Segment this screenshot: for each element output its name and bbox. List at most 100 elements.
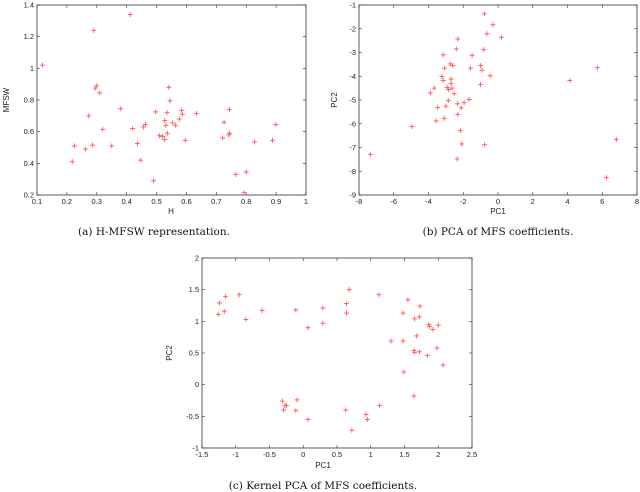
data-point [455, 36, 461, 42]
data-point [82, 146, 88, 152]
data-point [613, 136, 619, 142]
data-point [448, 80, 454, 86]
data-point [459, 141, 465, 147]
data-point [223, 294, 229, 300]
x-tick-label: -4 [425, 197, 432, 206]
data-point [487, 73, 493, 79]
y-tick-label: -6 [349, 119, 356, 128]
data-point [453, 46, 459, 52]
data-point [221, 308, 227, 314]
data-point [484, 31, 490, 37]
data-point [454, 156, 460, 162]
y-tick-label: -5 [349, 96, 356, 105]
data-point [179, 107, 185, 113]
data-point [409, 124, 415, 130]
data-point [400, 310, 406, 316]
data-point [162, 137, 168, 143]
data-point [215, 311, 221, 317]
y-tick-label: 0.4 [24, 159, 34, 168]
data-point [167, 98, 173, 104]
y-tick-label: 0.8 [24, 96, 34, 105]
data-point [367, 151, 373, 157]
x-tick-label: 0.5 [151, 197, 161, 206]
data-point [127, 12, 133, 17]
data-point [446, 87, 452, 93]
data-point [226, 107, 232, 112]
data-point [455, 111, 461, 117]
data-point [243, 316, 249, 322]
data-point [226, 132, 232, 138]
data-point [477, 82, 483, 88]
data-point [91, 27, 97, 33]
x-tick-label: 0.3 [92, 197, 102, 206]
y-tick-label: 0.5 [189, 349, 199, 358]
data-point [400, 338, 406, 344]
y-tick-label: -8 [349, 167, 356, 176]
data-point [377, 403, 383, 409]
data-point [447, 61, 453, 67]
data-point [138, 157, 144, 163]
plot-frame [201, 257, 473, 449]
data-point [412, 316, 418, 322]
data-point [97, 90, 103, 96]
data-point [142, 122, 148, 128]
data-point [173, 122, 179, 128]
data-point [320, 305, 326, 311]
x-tick-label: -1.5 [196, 450, 209, 459]
x-axis-label: H [168, 207, 174, 216]
data-point [166, 84, 172, 90]
data-point [259, 308, 265, 314]
data-point [343, 310, 349, 316]
data-point [567, 78, 573, 84]
data-point [441, 115, 447, 121]
data-point [405, 297, 411, 303]
x-tick-label: 2 [531, 197, 535, 206]
data-point [243, 169, 249, 175]
data-point [220, 135, 226, 141]
caption: (c) Kernel PCA of MFS coefficients. [229, 480, 417, 492]
data-point [440, 362, 446, 368]
data-point [466, 97, 472, 103]
data-point [416, 314, 422, 320]
x-tick-label: 0 [301, 450, 305, 459]
data-point [273, 122, 279, 128]
data-point [364, 417, 370, 422]
data-point [440, 78, 446, 84]
x-tick-label: 0.2 [62, 197, 72, 206]
data-point [86, 113, 92, 119]
data-point [451, 91, 457, 97]
data-point [457, 128, 463, 134]
data-point [320, 320, 326, 326]
y-tick-label: 0 [195, 380, 199, 389]
data-point [435, 322, 441, 328]
x-tick-label: 6 [600, 197, 604, 206]
data-point [469, 52, 475, 58]
x-tick-label: 1 [369, 450, 373, 459]
data-point [252, 139, 258, 145]
x-tick-label: 8 [635, 197, 639, 206]
data-point [412, 349, 418, 355]
x-tick-label: 1 [304, 197, 308, 206]
chart-pca: PC1 PC2 (b) PCA of MFS coefficients. -8-… [330, 1, 639, 239]
caption: (b) PCA of MFS coefficients. [423, 226, 574, 238]
data-point [443, 103, 449, 109]
data-point [160, 133, 166, 139]
data-point [90, 142, 96, 148]
data-point [293, 408, 299, 414]
y-axis-label: PC2 [330, 92, 339, 108]
data-point [481, 47, 487, 53]
data-point [236, 292, 242, 298]
data-point [221, 119, 227, 125]
y-tick-label: -1 [349, 1, 356, 10]
data-point [401, 369, 407, 375]
chart-h-mfsw: H MFSW (a) H-MFSW representation. 0.1 0.2… [2, 1, 308, 239]
data-point [130, 126, 136, 131]
data-point [194, 110, 200, 116]
data-point [468, 65, 474, 71]
y-tick-label: -4 [349, 72, 356, 81]
data-point [281, 407, 287, 413]
data-point [479, 67, 485, 73]
data-point [270, 137, 276, 143]
data-point [170, 120, 176, 126]
data-point [458, 105, 464, 111]
